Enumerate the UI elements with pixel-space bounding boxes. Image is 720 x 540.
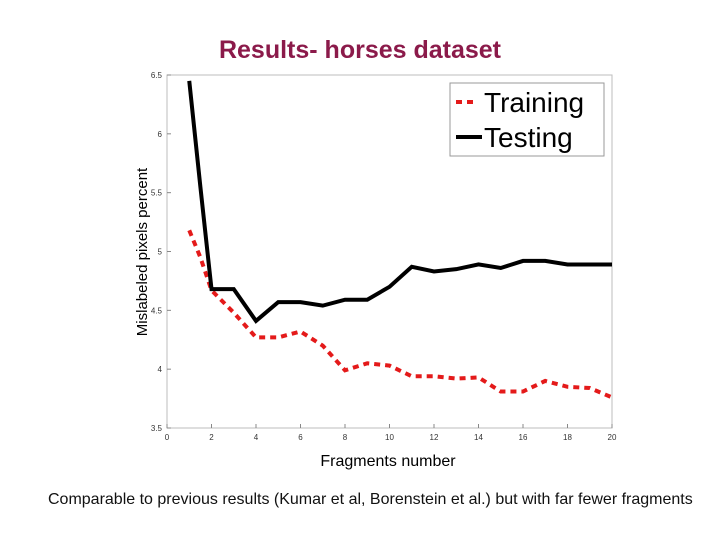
y-tick-label: 4 (158, 365, 163, 374)
legend-testing-label: Testing (484, 122, 573, 153)
x-tick-label: 14 (474, 433, 483, 442)
series-group (187, 80, 613, 400)
slide-title: Results- horses dataset (218, 36, 502, 64)
x-axis-ticks: 0 2 4 6 8 10 12 14 16 18 20 (165, 424, 617, 442)
y-tick-label: 5.5 (151, 189, 163, 198)
series-line-training (187, 229, 613, 400)
x-axis-label: Fragments number (320, 453, 456, 470)
legend-training-label: Training (484, 87, 584, 118)
y-axis-ticks: 3.5 4 4.5 5 5.5 6 6.5 (151, 71, 171, 433)
series-line-testing (187, 80, 612, 324)
y-tick-label: 6 (158, 130, 163, 139)
x-tick-label: 0 (165, 433, 170, 442)
legend: Training Testing (449, 82, 605, 157)
y-tick-label: 5 (158, 248, 163, 257)
x-tick-label: 2 (209, 433, 214, 442)
x-tick-label: 6 (298, 433, 303, 442)
x-tick-label: 8 (343, 433, 348, 442)
legend-box (449, 82, 605, 157)
y-tick-label: 4.5 (151, 306, 163, 315)
x-tick-label: 16 (519, 433, 528, 442)
y-tick-label: 6.5 (151, 71, 163, 80)
y-axis-label: Mislabeled pixels percent (134, 167, 151, 336)
x-tick-label: 18 (563, 433, 572, 442)
x-tick-label: 20 (608, 433, 617, 442)
y-tick-label: 3.5 (151, 424, 163, 433)
x-tick-label: 10 (385, 433, 394, 442)
caption: Comparable to previous results (Kumar et… (48, 491, 693, 508)
x-tick-label: 4 (254, 433, 259, 442)
x-tick-label: 12 (430, 433, 439, 442)
